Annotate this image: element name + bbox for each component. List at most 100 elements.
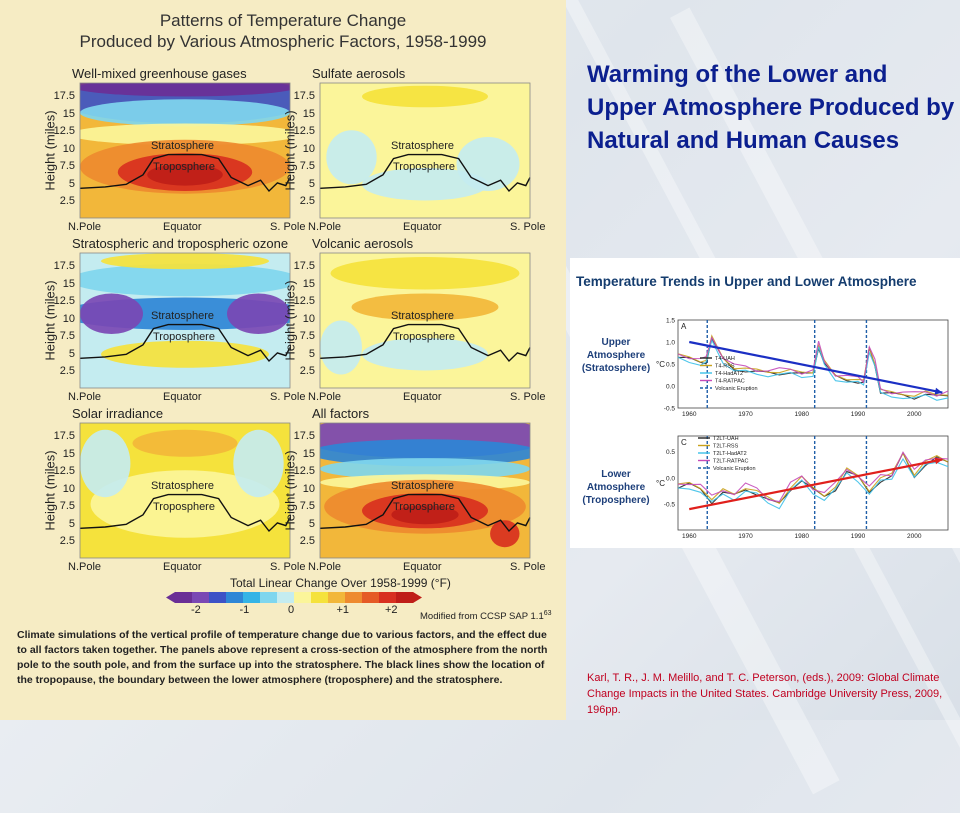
y-tick-label: 0.5 [666,362,675,369]
y-tick-label: 2.5 [299,535,315,547]
stratosphere-label: Stratosphere [391,139,454,152]
legend-entry: T4-UAH [715,356,735,362]
troposphere-label: Troposphere [153,161,215,174]
y-tick-label: 10 [62,482,75,495]
colorbar-low-arrow [166,592,175,603]
tropopause-line [319,153,531,193]
heatmap-contour [362,168,488,201]
trend-charts: A °C 1.5 1.0 0.5 0.0 -0.5 1960 1970 1980 1990 2000 T… [656,318,949,540]
panel-title: Sulfate aerosols [312,66,406,81]
panel-frame [319,252,531,389]
series-line [677,338,949,401]
colorbar-swatch [294,592,312,603]
y-tick-label: 17.5 [53,90,75,102]
y-tick-label: 5 [68,347,75,360]
legend-entry: Volcanic Eruption [713,466,756,472]
y-axis-label: Height (miles) [282,109,298,191]
panel-frame [319,82,531,219]
legend-entry: T2LT-RATPAC [713,459,748,465]
trend-chart: C °C 0.5 0.0 -0.5 1960 1970 1980 1990 2000 T2LT-UA… [656,435,949,540]
stratosphere-label: Stratosphere [391,479,454,492]
trend-arrow-head [934,457,943,465]
heatmap-contour [320,439,530,467]
y-tick-label: 1.5 [666,318,675,325]
upper-atmosphere-label: Upper Atmosphere (Stratosphere) [573,336,659,375]
colorbar-swatch [175,592,193,603]
tropopause-line [79,493,291,533]
y-tick-label: 12.5 [293,295,315,307]
x-tick-label: 2000 [907,533,922,540]
colorbar-swatch [396,592,414,603]
heatmap-contour [456,137,520,191]
colorbar-swatch [243,592,261,603]
x-tick-label: N.Pole [308,561,342,573]
colorbar-tick-label: 0 [288,604,295,616]
y-tick-label: 2.5 [299,195,315,207]
heatmap-contour [490,520,520,548]
x-tick-label: S. Pole [270,221,306,233]
heatmap-contour [362,338,488,371]
troposphere-label: Troposphere [153,331,215,344]
x-tick-label: N.Pole [68,561,102,573]
lower-atmosphere-label: Lower Atmosphere (Troposphere) [573,468,659,507]
legend-entry: T2LT-RSS [713,444,739,450]
series-line [677,336,949,397]
legend-entry: T4-HadAT2 [715,371,743,377]
heatmap-contour [362,85,488,108]
y-tick-label: 17.5 [293,260,315,272]
tropopause-line [319,323,531,363]
stratosphere-label: Stratosphere [391,309,454,322]
y-tick-label: 15 [62,447,75,460]
panel-title: Stratospheric and tropospheric ozone [72,236,289,251]
lower-label-line-3: (Troposphere) [582,495,650,506]
colorbar-tick-label: -1 [239,604,250,616]
y-axis-label: Height (miles) [42,449,58,531]
panel-frame [79,422,291,559]
x-tick-label: Equator [403,561,442,573]
y-axis-label: Height (miles) [42,109,58,191]
x-tick-label: S. Pole [510,561,546,573]
y-tick-label: 1.0 [666,340,675,347]
y-tick-label: 5 [308,347,315,360]
y-tick-label: 7.5 [59,160,75,172]
x-tick-label: Equator [163,561,202,573]
y-tick-label: 17.5 [53,260,75,272]
upper-label-line-1: Upper [601,337,631,348]
y-axis-label: Height (miles) [282,279,298,361]
y-tick-label: 2.5 [59,535,75,547]
y-tick-label: 7.5 [59,330,75,342]
colorbar-swatch [379,592,397,603]
colorbar-swatch [260,592,278,603]
panel-letter: A [681,322,687,331]
trend-arrow [689,340,943,394]
heatmap-contour [80,99,290,127]
panel-title: All factors [312,406,370,421]
y-tick-label: 10 [302,482,315,495]
y-tick-label: 5 [68,517,75,530]
figure-caption: Climate simulations of the vertical prof… [17,629,548,686]
figure-title: Patterns of Temperature Change Produced … [0,10,566,52]
colorbar-swatch [311,592,329,603]
trend-arrow-head [934,387,943,395]
upper-label-line-3: (Stratosphere) [581,363,651,374]
panel-title: Volcanic aerosols [312,236,414,251]
source-note-superscript: 63 [543,610,552,617]
x-tick-label: 1990 [851,533,866,540]
y-tick-label: 2.5 [59,365,75,377]
figure-title-line-2: Produced by Various Atmospheric Factors,… [79,32,487,51]
colorbar-swatch [209,592,227,603]
colorbar-swatch [328,592,346,603]
heatmap-panel [319,422,531,559]
lower-label-line-2: Atmosphere [586,482,646,493]
heatmap-contour [80,293,143,334]
y-tick-label: -0.5 [664,501,676,508]
x-tick-label: S. Pole [270,561,306,573]
heatmap-contour [101,340,269,368]
trend-figure-title: Temperature Trends in Upper and Lower At… [576,274,917,289]
source-note-text: Modified from CCSP SAP 1.1 [420,611,544,623]
stratosphere-label: Stratosphere [151,479,214,492]
heatmap-contour [320,458,530,480]
x-tick-label: S. Pole [270,391,306,403]
y-tick-label: 17.5 [293,90,315,102]
trend-figure: Temperature Trends in Upper and Lower At… [570,258,960,548]
